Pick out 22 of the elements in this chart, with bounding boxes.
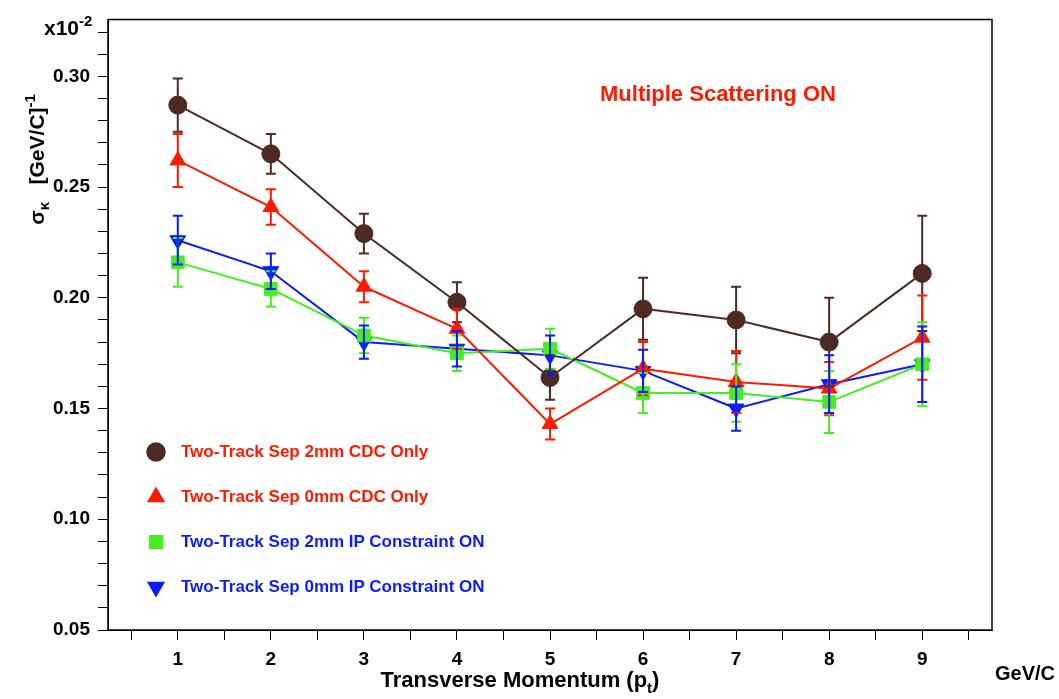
legend-label: Two-Track Sep 2mm IP Constraint ON (181, 531, 485, 551)
x-tick-label: 1 (172, 647, 184, 669)
y-axis-title: σκ [GeV/C]-1 (20, 94, 53, 225)
x-tick-label: 4 (451, 647, 463, 669)
x-tick-label: 8 (823, 647, 835, 669)
x-tick-label: 7 (730, 647, 742, 669)
text: GeV/C (994, 662, 1056, 684)
x-tick-label: 9 (916, 647, 928, 669)
legend-label: Two-Track Sep 0mm IP Constraint ON (181, 576, 485, 596)
text: Multiple Scattering ON (600, 81, 836, 107)
y-tick-label: 0.30 (53, 64, 90, 86)
y-tick-label: 0.15 (53, 396, 91, 418)
x-tick-label: 6 (637, 647, 649, 669)
x-tick-label: 5 (544, 647, 556, 669)
y-tick-label: 0.10 (53, 507, 90, 529)
legend-label: Two-Track Sep 2mm CDC Only (181, 441, 429, 461)
x-tick-label: 2 (265, 647, 277, 669)
y-tick-label: 0.20 (53, 286, 90, 308)
legend-label: Two-Track Sep 0mm CDC Only (181, 486, 429, 506)
y-tick-label: 0.05 (53, 618, 91, 640)
y-tick-label: 0.25 (53, 175, 91, 197)
x-tick-label: 3 (358, 647, 370, 669)
